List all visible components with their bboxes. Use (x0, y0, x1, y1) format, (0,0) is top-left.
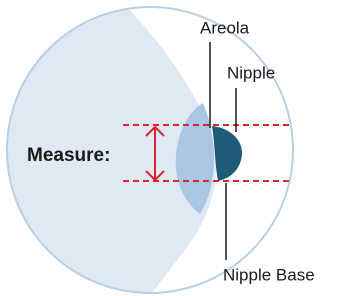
diagram: Areola Nipple Nipple Base Measure: (0, 0, 338, 296)
nipple-base-label: Nipple Base (223, 265, 315, 284)
areola-label: Areola (200, 18, 250, 37)
page: {"labels": {"areola": "Areola", "nipple"… (0, 0, 338, 296)
measure-label: Measure: (27, 145, 110, 166)
nipple-label: Nipple (227, 63, 275, 82)
nipple-shape (212, 126, 242, 181)
